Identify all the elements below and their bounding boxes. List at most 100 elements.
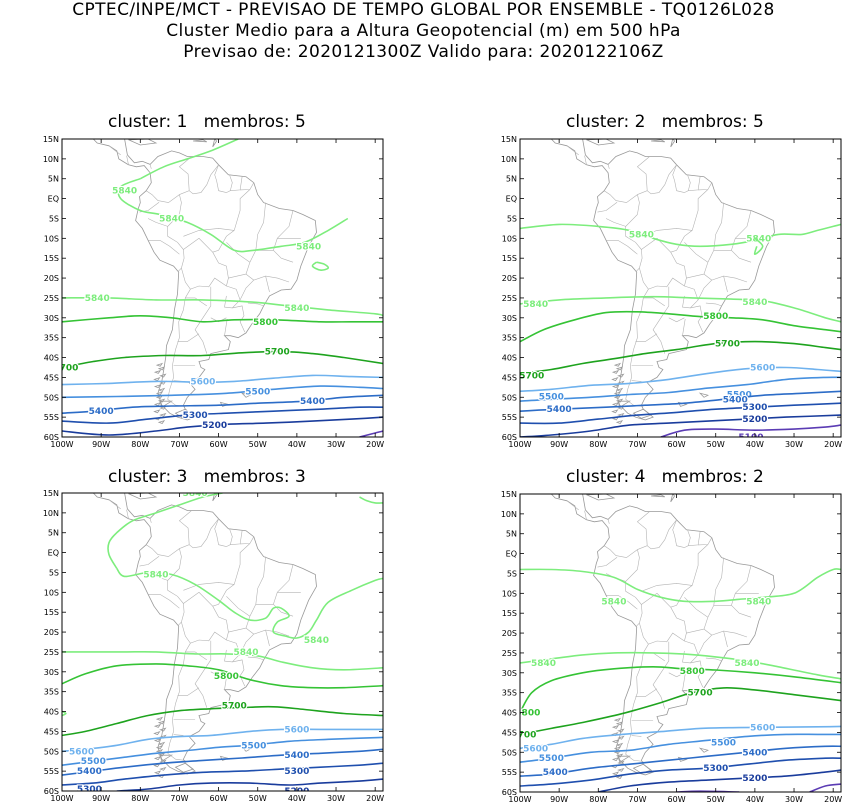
contour-5300: [520, 402, 841, 425]
border-line: [273, 564, 294, 613]
lat-tick-label: 10N: [501, 510, 517, 519]
border-line: [210, 671, 227, 677]
lat-tick-label: 55S: [44, 767, 59, 776]
contour-5840: [520, 295, 841, 323]
border-line: [739, 257, 752, 263]
lon-tick-label: 90W: [92, 794, 110, 803]
archipelago-outline: [153, 731, 161, 736]
border-line: [126, 509, 129, 519]
lon-tick-label: 80W: [589, 440, 607, 449]
border-line: [713, 557, 724, 606]
border-line: [147, 218, 168, 227]
continent-outline: [550, 494, 775, 776]
border-line: [641, 228, 693, 237]
lon-tick-label: 50W: [707, 440, 725, 449]
lon-tick-label: 30W: [327, 440, 345, 449]
border-line: [705, 657, 722, 662]
contour-5300: [520, 757, 841, 787]
border-line: [149, 518, 152, 523]
border-line: [167, 568, 185, 626]
country-borders: [566, 500, 759, 762]
contour-label: 5800: [680, 667, 705, 677]
contour-5500: [62, 385, 383, 399]
lat-tick-label: 10S: [44, 588, 59, 597]
border-line: [604, 545, 638, 558]
contour-label: 5600: [750, 363, 775, 373]
contour-label: 5840: [159, 214, 184, 224]
archipelago-outline: [159, 727, 167, 732]
contour-5200: [116, 778, 383, 791]
border-line: [625, 214, 643, 272]
border-line: [698, 537, 713, 546]
border-line: [240, 536, 255, 545]
border-line: [177, 687, 200, 696]
lat-tick-label: 5S: [49, 568, 59, 577]
border-line: [647, 519, 677, 550]
contour-label: 5600: [523, 744, 548, 754]
lon-tick-label: 20W: [366, 794, 384, 803]
border-line: [177, 333, 200, 342]
lat-tick-label: 15N: [43, 135, 59, 144]
border-line: [232, 659, 246, 687]
contour-5800: [520, 310, 841, 343]
archipelago-outline: [153, 409, 161, 414]
lat-tick-label: EQ: [48, 195, 59, 204]
border-line: [639, 268, 685, 290]
border-line: [183, 228, 235, 237]
island-outline: [586, 494, 616, 501]
border-line: [672, 164, 691, 193]
border-line: [183, 582, 235, 591]
continent-outline: [92, 493, 317, 775]
lat-tick-label: EQ: [506, 195, 517, 204]
archipelago-outline: [157, 366, 166, 371]
border-line: [226, 242, 251, 263]
contour-label: 5700: [715, 340, 740, 350]
lon-tick-label: 40W: [288, 440, 306, 449]
archipelago-outline: [157, 387, 166, 392]
border-line: [604, 190, 638, 203]
border-line: [605, 218, 626, 227]
country-borders: [108, 145, 301, 407]
border-line: [684, 597, 709, 618]
border-line: [607, 164, 610, 169]
archipelago-outline: [157, 720, 166, 725]
island-outline: [670, 494, 676, 503]
border-line: [635, 688, 658, 697]
contour-5500: [62, 736, 383, 766]
contour-5840: [62, 296, 383, 317]
lat-tick-label: 15S: [44, 254, 59, 263]
panel-4-title: cluster: 4 membros: 2: [566, 467, 764, 487]
border-line: [635, 333, 658, 342]
island-outline: [586, 139, 616, 146]
panel-3: 5840584058405840580057005600560055005500…: [43, 489, 384, 803]
contour-label: 5840: [183, 489, 208, 499]
contour-label: 5500: [539, 754, 564, 764]
lat-tick-label: EQ: [506, 550, 517, 559]
panel-4: 5840 5840 5840 5840 5800 5800 5700 5700 5600 5600…: [501, 490, 842, 803]
lon-tick-label: 90W: [92, 440, 110, 449]
contour-label: 5840: [233, 648, 258, 658]
archipelago-outline: [617, 412, 625, 417]
contour-5600: [62, 728, 383, 753]
lon-tick-label: 30W: [785, 440, 803, 449]
contour-5840: [311, 261, 330, 271]
lon-tick-label: 70W: [628, 795, 646, 803]
border-line: [148, 240, 180, 255]
contour-5400: [520, 390, 841, 412]
lat-tick-label: 15S: [502, 254, 517, 263]
island-outline: [617, 400, 632, 408]
panel-1-title: cluster: 1 membros: 5: [108, 112, 306, 132]
contour-label: 5700: [53, 363, 78, 373]
lat-tick-label: 60S: [502, 788, 517, 797]
contour-5840: [116, 567, 383, 639]
contour-label: 5500: [81, 757, 106, 767]
contour-label: 5400: [543, 768, 568, 778]
border-line: [247, 656, 264, 661]
lat-tick-label: EQ: [48, 549, 59, 558]
border-line: [625, 644, 649, 762]
border-line: [226, 596, 251, 617]
contour-5100: [660, 424, 841, 437]
island-outline: [670, 139, 676, 148]
archipelago-outline: [155, 745, 164, 750]
contour-label: 5800: [253, 318, 278, 328]
